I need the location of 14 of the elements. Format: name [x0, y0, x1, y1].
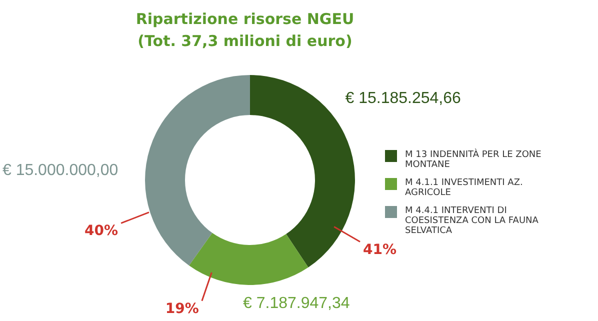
donut-slice	[250, 75, 355, 268]
legend-label: M 4.1.1 INVESTIMENTI AZ. AGRICOLE	[405, 178, 524, 198]
legend-label: M 4.4.1 INTERVENTI DI COESISTENZA CON LA FAUNA SELVATICA	[405, 206, 540, 236]
text: 40%	[84, 223, 118, 240]
data-label: € 15.185.254,66	[345, 90, 462, 108]
text: 19%	[165, 300, 199, 317]
text: 41%	[363, 242, 397, 258]
legend-label: M 13 INDENNITÀ PER LE ZONE MONTANE	[405, 150, 542, 170]
chart-title: Ripartizione risorse NGEU	[134, 9, 356, 30]
data-label: € 7.187.947,34	[243, 294, 350, 312]
chart-subtitle: (Tot. 37,3 milioni di euro)	[136, 31, 354, 52]
donut-slice	[189, 232, 308, 285]
donut-slice	[145, 75, 250, 266]
data-label: € 15.000.000,00	[2, 162, 118, 179]
